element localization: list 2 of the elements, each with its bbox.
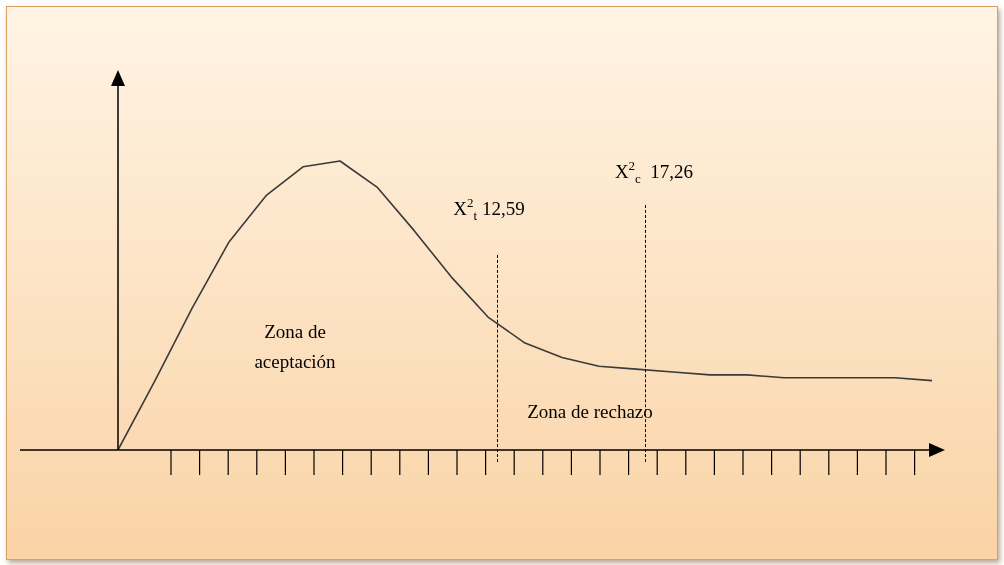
annotation: Zona de aceptación <box>254 321 337 372</box>
annotation: Zona de rechazo <box>527 401 653 422</box>
